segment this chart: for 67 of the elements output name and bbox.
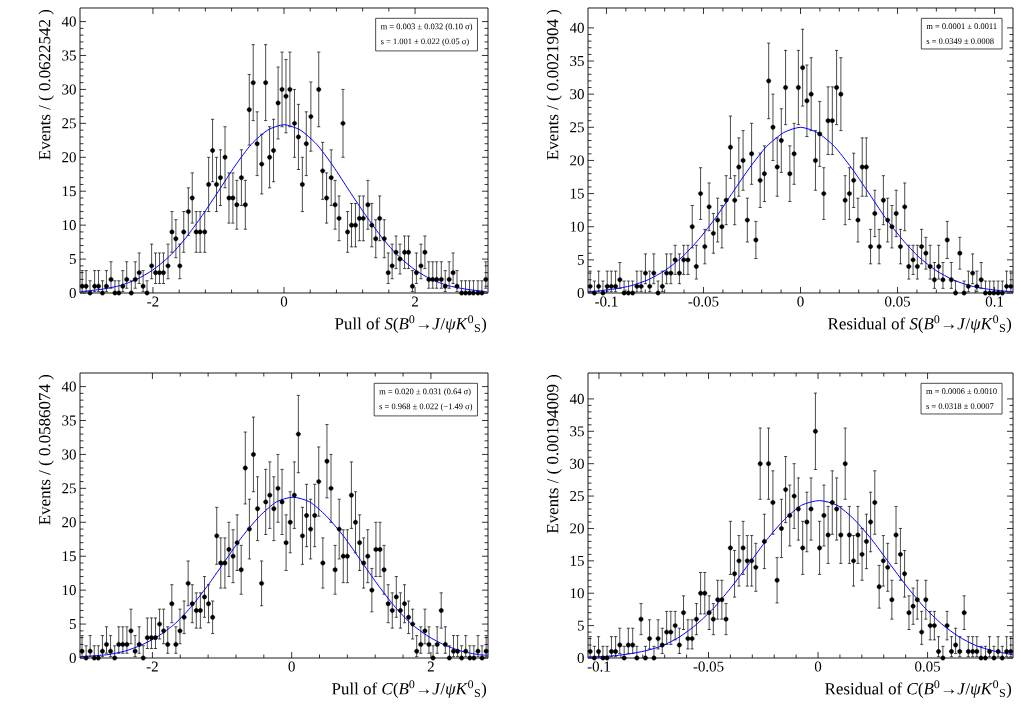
x-tick-label: 0.05 bbox=[915, 661, 941, 672]
y-tick-label: 5 bbox=[577, 254, 584, 265]
y-tick-label: 40 bbox=[61, 16, 76, 27]
annotation: m = 0.0001 ± 0.0011 bbox=[926, 23, 997, 30]
y-tick-label: 40 bbox=[61, 381, 76, 392]
x-tick-label: -0.05 bbox=[688, 296, 719, 307]
y-tick-label: 20 bbox=[570, 155, 584, 166]
y-tick-label: 25 bbox=[62, 483, 76, 494]
y-tick-label: 15 bbox=[62, 186, 76, 197]
y-tick-label: 10 bbox=[62, 585, 76, 596]
y-tick-label: 20 bbox=[570, 523, 584, 534]
annotation: m = 0.003 ± 0.032 (0.10 σ) bbox=[380, 23, 473, 31]
y-tick-label: 15 bbox=[570, 555, 584, 566]
text: Pull of C(B$^{0}$→J/ψK$^{0}$$_{S}$) bbox=[332, 680, 487, 698]
x-tick-label: -0.1 bbox=[587, 661, 610, 672]
y-tick-label: 35 bbox=[570, 56, 584, 67]
annotation: m = 0.020 ± 0.031 (0.64 σ) bbox=[379, 388, 471, 396]
y-tick-label: 30 bbox=[62, 449, 76, 460]
y-tick-label: 35 bbox=[62, 50, 76, 61]
y-axis-title: Events / ( 0.0021904 ) bbox=[546, 9, 562, 160]
y-tick-label: 25 bbox=[570, 491, 584, 502]
x-tick-label: 0 bbox=[797, 296, 804, 307]
annotation: s = 1.001 ± 0.022 (0.05 σ) bbox=[380, 38, 469, 46]
annotation: s = 0.968 ± 0.022 (−1.49 σ) bbox=[379, 403, 473, 411]
y-tick-label: 10 bbox=[570, 588, 584, 599]
x-tick-label: 0 bbox=[288, 661, 295, 672]
annotation: m = 0.0006 ± 0.0010 bbox=[926, 388, 997, 395]
y-tick-label: 5 bbox=[577, 620, 584, 631]
x-tick-label: -0.05 bbox=[693, 661, 724, 672]
y-tick-label: 25 bbox=[62, 118, 76, 129]
y-tick-label: 35 bbox=[62, 415, 76, 426]
y-tick-label: 10 bbox=[570, 221, 584, 232]
x-tick-label: 2 bbox=[411, 296, 418, 307]
annotation: s = 0.0349 ± 0.0008 bbox=[926, 38, 994, 44]
y-tick-label: 10 bbox=[62, 220, 76, 231]
y-tick-label: 15 bbox=[570, 188, 584, 199]
y-tick-label: 30 bbox=[62, 84, 76, 95]
x-tick-label: 0.05 bbox=[885, 296, 911, 307]
y-axis-title: Events / ( 0.0622542 ) bbox=[38, 9, 54, 160]
y-tick-label: 15 bbox=[62, 551, 76, 562]
y-tick-label: 0 bbox=[577, 287, 584, 299]
text: Residual of S(B$^{0}$→J/ψK$^{0}$$_{S}$) bbox=[828, 315, 1012, 333]
x-tick-label: -2 bbox=[146, 661, 158, 672]
y-tick-label: 20 bbox=[62, 517, 76, 528]
text: Pull of S(B$^{0}$→J/ψK$^{0}$$_{S}$) bbox=[335, 315, 487, 333]
x-tick-label: -0.1 bbox=[595, 296, 618, 307]
y-tick-label: 0 bbox=[577, 652, 584, 664]
y-tick-label: 40 bbox=[569, 22, 584, 33]
y-tick-label: 30 bbox=[570, 89, 584, 100]
y-axis-title: Events / ( 0.00194009 ) bbox=[546, 374, 562, 534]
y-tick-label: 35 bbox=[570, 426, 584, 437]
y-tick-label: 0 bbox=[69, 287, 76, 299]
y-tick-label: 5 bbox=[69, 619, 76, 630]
x-tick-label: 2 bbox=[427, 661, 434, 672]
text: Residual of C(B$^{0}$→J/ψK$^{0}$$_{S}$) bbox=[825, 680, 1012, 698]
y-axis-title: Events / ( 0.0586074 ) bbox=[38, 374, 54, 525]
x-tick-label: 0 bbox=[814, 661, 822, 672]
x-tick-label: 0 bbox=[280, 296, 288, 307]
y-tick-label: 5 bbox=[69, 254, 76, 265]
x-tick-label: 0.1 bbox=[985, 296, 1004, 307]
y-tick-label: 20 bbox=[62, 152, 76, 163]
y-tick-label: 25 bbox=[570, 122, 584, 133]
annotation: s = 0.0318 ± 0.0007 bbox=[926, 403, 994, 410]
y-tick-label: 30 bbox=[570, 458, 584, 469]
y-tick-label: 0 bbox=[69, 652, 76, 664]
x-tick-label: -2 bbox=[147, 296, 159, 307]
y-tick-label: 40 bbox=[569, 393, 584, 404]
